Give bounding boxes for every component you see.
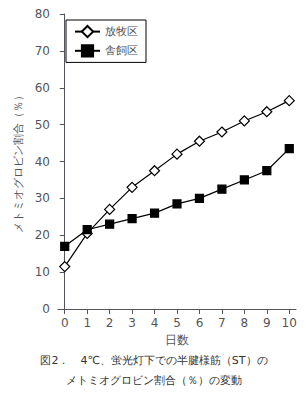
svg-text:10: 10	[35, 265, 50, 279]
svg-text:メトミオグロビン割合（％）: メトミオグロビン割合（％）	[12, 90, 25, 233]
svg-text:7: 7	[218, 316, 226, 330]
svg-text:図2． 4℃、蛍光灯下での半腱様筋（ST）の: 図2． 4℃、蛍光灯下での半腱様筋（ST）の	[40, 354, 267, 367]
svg-text:8: 8	[241, 316, 249, 330]
svg-text:60: 60	[35, 81, 50, 95]
svg-text:10: 10	[282, 316, 297, 330]
svg-text:舎飼区: 舎飼区	[105, 44, 138, 57]
svg-text:70: 70	[35, 44, 50, 58]
svg-text:放牧区: 放牧区	[105, 25, 138, 38]
svg-text:0: 0	[61, 316, 69, 330]
svg-text:2: 2	[106, 316, 114, 330]
svg-text:5: 5	[173, 316, 181, 330]
svg-text:9: 9	[263, 316, 271, 330]
svg-text:50: 50	[35, 118, 50, 132]
svg-text:1: 1	[83, 316, 91, 330]
svg-text:6: 6	[196, 316, 204, 330]
svg-text:3: 3	[128, 316, 136, 330]
svg-text:40: 40	[35, 155, 50, 169]
svg-text:20: 20	[35, 228, 50, 242]
svg-text:30: 30	[35, 191, 50, 205]
svg-text:4: 4	[151, 316, 159, 330]
svg-text:日数: 日数	[165, 333, 189, 347]
svg-text:メトミオグロビン割合（％）の変動: メトミオグロビン割合（％）の変動	[66, 374, 242, 387]
svg-text:80: 80	[35, 7, 50, 21]
svg-text:0: 0	[42, 302, 50, 316]
